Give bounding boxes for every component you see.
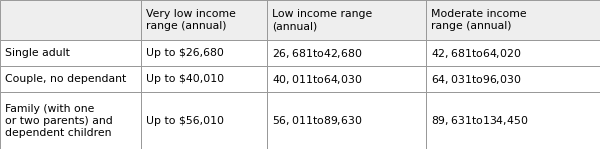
Text: $64,031 to $96,030: $64,031 to $96,030 — [431, 73, 521, 86]
Bar — [267, 92, 426, 149]
Text: Up to $40,010: Up to $40,010 — [146, 74, 224, 84]
Bar — [426, 0, 600, 40]
Bar — [267, 92, 426, 149]
Text: $56,011 to $89,630: $56,011 to $89,630 — [272, 114, 362, 127]
Bar — [0, 92, 141, 149]
Bar — [267, 0, 426, 40]
Bar — [426, 66, 600, 92]
Bar — [426, 0, 600, 40]
Bar — [426, 66, 600, 92]
Text: Moderate income
range (annual): Moderate income range (annual) — [431, 9, 526, 31]
Bar — [426, 40, 600, 66]
Text: $40,011 to $64,030: $40,011 to $64,030 — [272, 73, 362, 86]
Bar — [267, 40, 426, 66]
Bar — [141, 66, 267, 92]
Bar — [0, 66, 141, 92]
Bar — [141, 92, 267, 149]
Text: Single adult: Single adult — [5, 48, 70, 58]
Bar — [0, 92, 141, 149]
Text: Up to $56,010: Up to $56,010 — [146, 116, 224, 126]
Bar — [141, 92, 267, 149]
Bar — [267, 66, 426, 92]
Bar — [0, 0, 141, 40]
Bar — [426, 92, 600, 149]
Bar — [426, 92, 600, 149]
Bar — [426, 40, 600, 66]
Bar — [267, 66, 426, 92]
Text: $26,681 to $42,680: $26,681 to $42,680 — [272, 47, 362, 60]
Text: Couple, no dependant: Couple, no dependant — [5, 74, 126, 84]
Text: $89,631 to $134,450: $89,631 to $134,450 — [431, 114, 528, 127]
Bar — [0, 40, 141, 66]
Bar — [141, 0, 267, 40]
Text: Up to $26,680: Up to $26,680 — [146, 48, 224, 58]
Bar — [0, 0, 141, 40]
Bar — [141, 0, 267, 40]
Bar — [0, 66, 141, 92]
Bar — [141, 66, 267, 92]
Text: Very low income
range (annual): Very low income range (annual) — [146, 9, 236, 31]
Text: $42,681 to $64,020: $42,681 to $64,020 — [431, 47, 521, 60]
Bar — [267, 0, 426, 40]
Bar — [267, 40, 426, 66]
Bar — [141, 40, 267, 66]
Text: Low income range
(annual): Low income range (annual) — [272, 9, 372, 31]
Text: Family (with one
or two parents) and
dependent children: Family (with one or two parents) and dep… — [5, 104, 113, 138]
Bar — [141, 40, 267, 66]
Bar — [0, 40, 141, 66]
